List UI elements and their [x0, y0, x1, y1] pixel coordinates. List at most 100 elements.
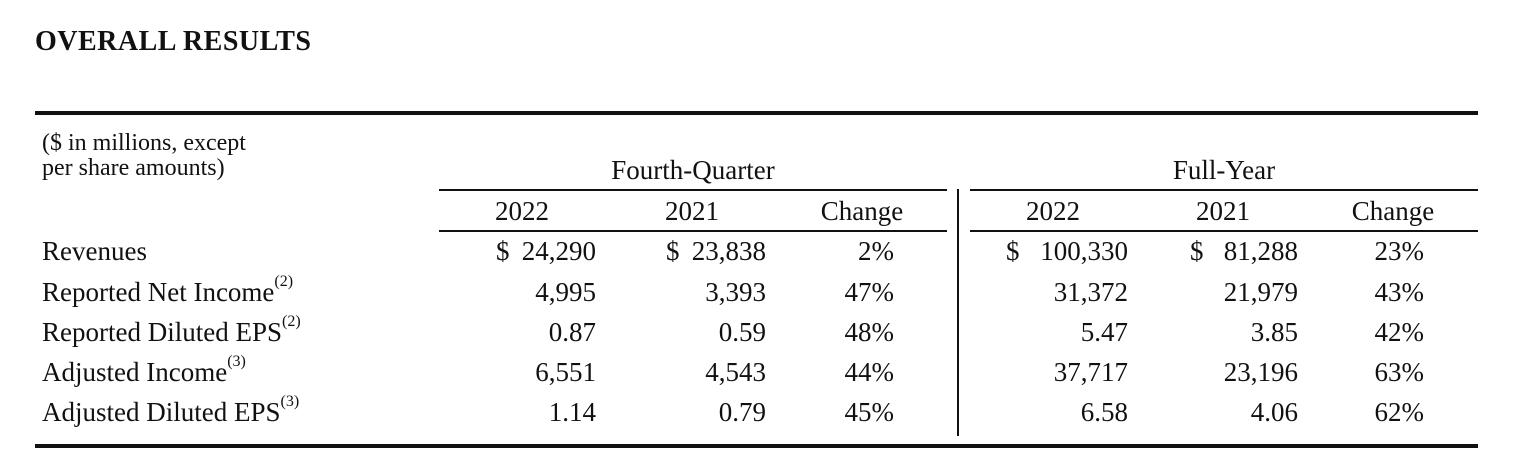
column-header-fy-2021: 2021 [1196, 196, 1250, 226]
cell-value: 63% [1374, 357, 1425, 387]
cell-q4-change: 48% [838, 317, 895, 353]
cell-q4-2022: 4,995 [496, 277, 596, 313]
group-header-full-year: Full-Year [1172, 155, 1276, 185]
cell-value: 0.59 [718, 317, 766, 347]
table-row: Adjusted Income(3) 6,551 4,543 44% 37,717 23,… [0, 353, 1516, 397]
top-rule [35, 111, 1478, 115]
column-group-separator [957, 189, 959, 436]
table-row: Reported Net Income(2) 4,995 3,393 47% 31,37… [0, 273, 1516, 317]
cell-value: 42% [1374, 317, 1425, 347]
cell-value: 3,393 [705, 277, 766, 307]
currency-symbol: $ [666, 236, 680, 266]
header-rule-fourth-quarter [439, 230, 947, 232]
cell-fy-2021: 21,979 [1190, 277, 1298, 313]
cell-value: 100,330 [1040, 236, 1128, 266]
cell-q4-2022: 0.87 [496, 317, 596, 353]
cell-q4-change: 2% [838, 236, 894, 272]
group-rule-fourth-quarter [439, 189, 947, 191]
cell-value: 47% [844, 277, 895, 307]
cell-fy-2022: 37,717 [1006, 357, 1128, 393]
cell-fy-2022: 5.47 [1006, 317, 1128, 353]
cell-fy-2022: 6.58 [1006, 397, 1128, 433]
cell-fy-change: 23% [1368, 236, 1425, 272]
cell-fy-change: 42% [1368, 317, 1425, 353]
cell-value: 44% [844, 357, 895, 387]
column-header-q4-change: Change [820, 196, 904, 226]
cell-fy-2021: 3.85 [1190, 317, 1298, 353]
group-rule-full-year [970, 189, 1478, 191]
units-note: ($ in millions, except per share amounts… [42, 130, 246, 181]
cell-value: 23% [1374, 236, 1425, 266]
footnote-marker: (2) [281, 313, 301, 330]
cell-value: 31,372 [1053, 277, 1128, 307]
row-label: Reported Diluted EPS(2) [42, 313, 301, 348]
table-row: Revenues $24,290 $23,838 2% $100,330 $81,288 2… [0, 236, 1516, 276]
row-label: Adjusted Diluted EPS(3) [42, 393, 299, 428]
cell-q4-2022: 6,551 [496, 357, 596, 393]
row-label: Adjusted Income(3) [42, 353, 246, 388]
footnote-marker: (3) [227, 353, 246, 370]
column-header-fy-2022: 2022 [1026, 196, 1080, 226]
cell-q4-change: 44% [838, 357, 895, 393]
table-row: Adjusted Diluted EPS(3) 1.14 0.79 45% 6.58 4.… [0, 393, 1516, 437]
currency-symbol: $ [496, 236, 510, 266]
cell-value: 45% [844, 397, 895, 427]
cell-value: 3.85 [1250, 317, 1298, 347]
cell-value: 21,979 [1223, 277, 1298, 307]
cell-fy-2021: 23,196 [1190, 357, 1298, 393]
row-label: Reported Net Income(2) [42, 273, 293, 308]
cell-fy-2022: 31,372 [1006, 277, 1128, 313]
footnote-marker: (3) [280, 393, 300, 410]
cell-value: 6.58 [1080, 397, 1128, 427]
cell-value: 23,838 [691, 236, 766, 266]
bottom-rule [35, 444, 1478, 448]
column-header-q4-2022: 2022 [495, 196, 549, 226]
cell-value: 81,288 [1223, 236, 1298, 266]
footnote-marker: (2) [274, 273, 294, 290]
cell-q4-2021: 0.79 [666, 397, 766, 433]
row-label-text: Adjusted Diluted EPS [42, 397, 281, 427]
group-header-fourth-quarter: Fourth-Quarter [611, 155, 775, 185]
cell-q4-change: 45% [838, 397, 895, 433]
cell-value: 23,196 [1223, 357, 1298, 387]
currency-symbol: $ [1006, 236, 1020, 266]
cell-q4-2022: $24,290 [496, 236, 596, 272]
cell-q4-2021: 0.59 [666, 317, 766, 353]
page-title: OVERALL RESULTS [35, 26, 312, 57]
cell-q4-2021: 3,393 [666, 277, 766, 313]
cell-value: 43% [1374, 277, 1425, 307]
cell-value: 4.06 [1250, 397, 1298, 427]
cell-value: 6,551 [535, 357, 596, 387]
cell-value: 4,543 [705, 357, 766, 387]
cell-value: 0.79 [718, 397, 766, 427]
row-label-text: Adjusted Income [42, 357, 228, 387]
cell-value: 62% [1374, 397, 1425, 427]
cell-value: 37,717 [1053, 357, 1128, 387]
column-header-fy-change: Change [1351, 196, 1435, 226]
cell-fy-2021: $81,288 [1190, 236, 1298, 272]
cell-value: 2% [858, 236, 894, 266]
row-label-text: Revenues [42, 236, 147, 266]
cell-fy-change: 63% [1368, 357, 1425, 393]
column-header-q4-2021: 2021 [665, 196, 719, 226]
cell-value: 4,995 [535, 277, 596, 307]
cell-value: 1.14 [548, 397, 596, 427]
cell-value: 0.87 [548, 317, 596, 347]
row-label-text: Reported Diluted EPS [42, 317, 282, 347]
cell-fy-change: 62% [1368, 397, 1425, 433]
cell-fy-2021: 4.06 [1190, 397, 1298, 433]
row-label-text: Reported Net Income [42, 277, 275, 307]
cell-q4-2022: 1.14 [496, 397, 596, 433]
row-label: Revenues [42, 236, 147, 267]
table-row: Reported Diluted EPS(2) 0.87 0.59 48% 5.47 3.… [0, 313, 1516, 357]
cell-fy-change: 43% [1368, 277, 1425, 313]
cell-q4-2021: 4,543 [666, 357, 766, 393]
currency-symbol: $ [1190, 236, 1204, 266]
cell-value: 48% [844, 317, 895, 347]
cell-value: 24,290 [521, 236, 596, 266]
cell-q4-2021: $23,838 [666, 236, 766, 272]
header-rule-full-year [970, 230, 1478, 232]
cell-q4-change: 47% [838, 277, 895, 313]
cell-fy-2022: $100,330 [1006, 236, 1128, 272]
cell-value: 5.47 [1080, 317, 1128, 347]
